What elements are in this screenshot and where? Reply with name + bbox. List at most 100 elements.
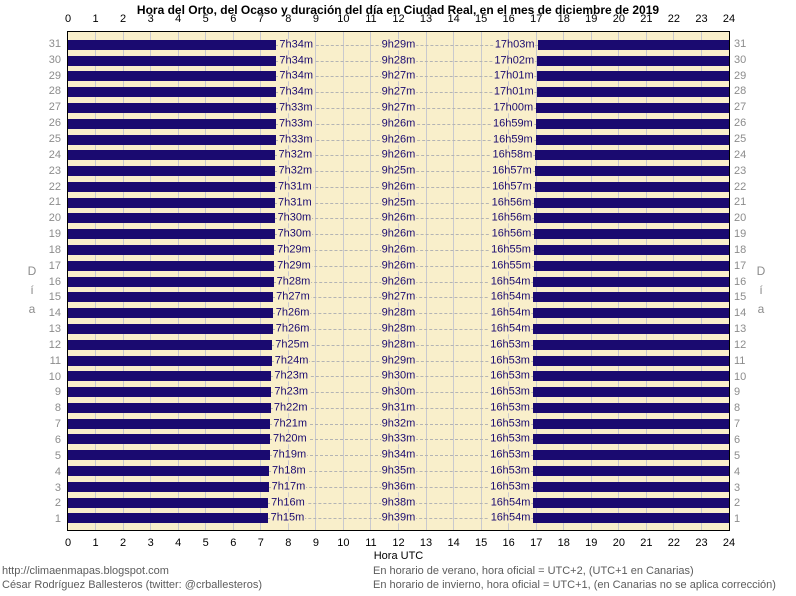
x-tick-label: 3 bbox=[147, 13, 154, 25]
day-row: 7h33m 9h27m 17h00m bbox=[68, 100, 729, 116]
night-bar-evening bbox=[533, 513, 729, 524]
night-bar-morning bbox=[68, 260, 275, 271]
sunset-time-label: 16h54m bbox=[489, 495, 532, 508]
day-row: 7h28m 9h26m 16h54m bbox=[68, 274, 729, 290]
x-tick-label: 1 bbox=[92, 13, 99, 25]
day-row: 7h31m 9h25m 16h56m bbox=[68, 195, 729, 211]
day-duration-label: 9h27m bbox=[380, 101, 417, 114]
x-axis-top-ticks: 0 1 2 3 4 5 6 7 8 9 10 11 12 13 14 15 16 17 18 19 20 21 22 23 24 bbox=[64, 13, 735, 26]
day-number-label: 16 bbox=[48, 275, 61, 288]
day-number-label: 2 bbox=[734, 497, 741, 510]
night-bar-morning bbox=[68, 245, 275, 256]
x-tick-label: 21 bbox=[640, 13, 653, 25]
night-bar-morning bbox=[68, 323, 273, 334]
hour-gridline bbox=[480, 32, 482, 530]
night-bar-morning bbox=[68, 55, 277, 66]
x-tick-label: 2 bbox=[120, 537, 127, 549]
day-row: 7h29m 9h26m 16h55m bbox=[68, 258, 729, 274]
day-number-label: 10 bbox=[734, 370, 747, 383]
day-number-label: 25 bbox=[48, 132, 61, 145]
sunrise-time-label: 7h21m bbox=[272, 416, 309, 429]
x-tick-label: 22 bbox=[667, 537, 681, 549]
day-duration-label: 9h29m bbox=[380, 38, 417, 51]
night-bar-evening bbox=[536, 71, 729, 82]
sunrise-time-label: 7h34m bbox=[278, 69, 315, 82]
x-tick-label: 0 bbox=[64, 537, 72, 549]
day-duration-label: 9h38m bbox=[380, 495, 417, 508]
night-bar-evening bbox=[532, 450, 729, 461]
footer-url[interactable]: http://climaenmapas.blogspot.com bbox=[2, 565, 169, 577]
day-duration-label: 9h25m bbox=[380, 164, 417, 177]
sunset-time-label: 17h00m bbox=[492, 101, 535, 114]
x-tick-label: 8 bbox=[285, 537, 292, 549]
day-number-label: 8 bbox=[734, 402, 741, 415]
x-tick-label: 20 bbox=[612, 13, 625, 25]
x-tick-label: 16 bbox=[502, 13, 515, 25]
night-bar-morning bbox=[68, 339, 273, 350]
sunset-time-label: 16h55m bbox=[490, 243, 532, 256]
day-row: 7h26m 9h28m 16h54m bbox=[68, 321, 729, 337]
x-tick-label: 6 bbox=[230, 13, 237, 25]
night-bar-evening bbox=[532, 418, 729, 429]
day-duration-label: 9h28m bbox=[380, 322, 417, 335]
day-number-label: 7 bbox=[54, 418, 61, 431]
sunrise-time-label: 7h20m bbox=[271, 432, 308, 445]
night-bar-evening bbox=[534, 181, 729, 192]
x-tick-label: 8 bbox=[285, 13, 292, 25]
night-bar-evening bbox=[532, 402, 729, 413]
night-bar-morning bbox=[68, 39, 277, 50]
day-number-label: 27 bbox=[734, 101, 747, 114]
day-number-label: 5 bbox=[54, 449, 61, 462]
x-tick-label: 18 bbox=[557, 13, 570, 25]
y-axis-day-numbers-right: 31 30 29 28 27 26 25 24 23 22 21 20 19 18 17 16 15 14 13 12… bbox=[732, 31, 772, 531]
night-bar-evening bbox=[532, 481, 729, 492]
night-bar-morning bbox=[68, 118, 276, 129]
hour-gridline bbox=[342, 32, 344, 530]
sunset-time-label: 16h57m bbox=[491, 180, 533, 193]
x-tick-label: 9 bbox=[312, 13, 319, 25]
day-duration-label: 9h35m bbox=[380, 464, 417, 477]
sunrise-time-label: 7h27m bbox=[275, 290, 311, 303]
day-number-label: 26 bbox=[734, 117, 747, 130]
night-bar-evening bbox=[532, 387, 729, 398]
sunrise-time-label: 7h30m bbox=[276, 227, 313, 240]
day-duration-label: 9h36m bbox=[380, 480, 417, 493]
x-tick-label: 3 bbox=[147, 537, 154, 549]
night-bar-morning bbox=[68, 371, 272, 382]
sunrise-time-label: 7h34m bbox=[278, 38, 315, 51]
day-duration-label: 9h26m bbox=[380, 180, 417, 193]
day-number-label: 16 bbox=[734, 275, 747, 288]
day-number-label: 7 bbox=[734, 418, 741, 431]
night-bar-morning bbox=[68, 481, 269, 492]
day-duration-label: 9h26m bbox=[380, 259, 417, 272]
night-bar-evening bbox=[533, 276, 729, 287]
x-tick-label: 7 bbox=[257, 537, 264, 549]
sunset-time-label: 16h54m bbox=[489, 511, 532, 524]
x-axis-title: Hora UTC bbox=[373, 550, 424, 562]
x-tick-label: 23 bbox=[695, 13, 708, 25]
day-row: 7h22m 9h31m 16h53m bbox=[68, 400, 729, 416]
x-tick-label: 14 bbox=[447, 13, 460, 25]
sunset-time-label: 17h01m bbox=[492, 85, 535, 98]
day-duration-label: 9h26m bbox=[380, 211, 417, 224]
sunrise-time-label: 7h26m bbox=[274, 306, 311, 319]
sunrise-time-label: 7h18m bbox=[271, 464, 307, 477]
sunrise-time-label: 7h19m bbox=[271, 448, 308, 461]
sunrise-time-label: 7h33m bbox=[277, 117, 314, 130]
night-bar-morning bbox=[68, 308, 273, 319]
night-bar-evening bbox=[535, 134, 729, 145]
footer-author: César Rodríguez Ballesteros (twitter: @c… bbox=[2, 579, 262, 591]
sunset-time-label: 16h53m bbox=[489, 385, 531, 398]
y-axis-day-numbers-left: 31 30 29 28 27 26 25 24 23 22 21 20 19 18 17 16 15 14 13 12… bbox=[0, 31, 64, 531]
sunset-time-label: 16h53m bbox=[489, 432, 531, 445]
night-bar-evening bbox=[537, 55, 729, 66]
day-number-label: 10 bbox=[48, 370, 61, 383]
x-tick-label: 13 bbox=[419, 537, 433, 549]
night-bar-morning bbox=[68, 276, 274, 287]
x-tick-label: 22 bbox=[667, 13, 681, 25]
x-tick-label: 0 bbox=[64, 13, 72, 25]
day-number-label: 3 bbox=[734, 481, 741, 494]
sunset-time-label: 16h54m bbox=[489, 322, 532, 335]
day-number-label: 13 bbox=[734, 323, 747, 336]
x-tick-label: 20 bbox=[612, 537, 625, 549]
